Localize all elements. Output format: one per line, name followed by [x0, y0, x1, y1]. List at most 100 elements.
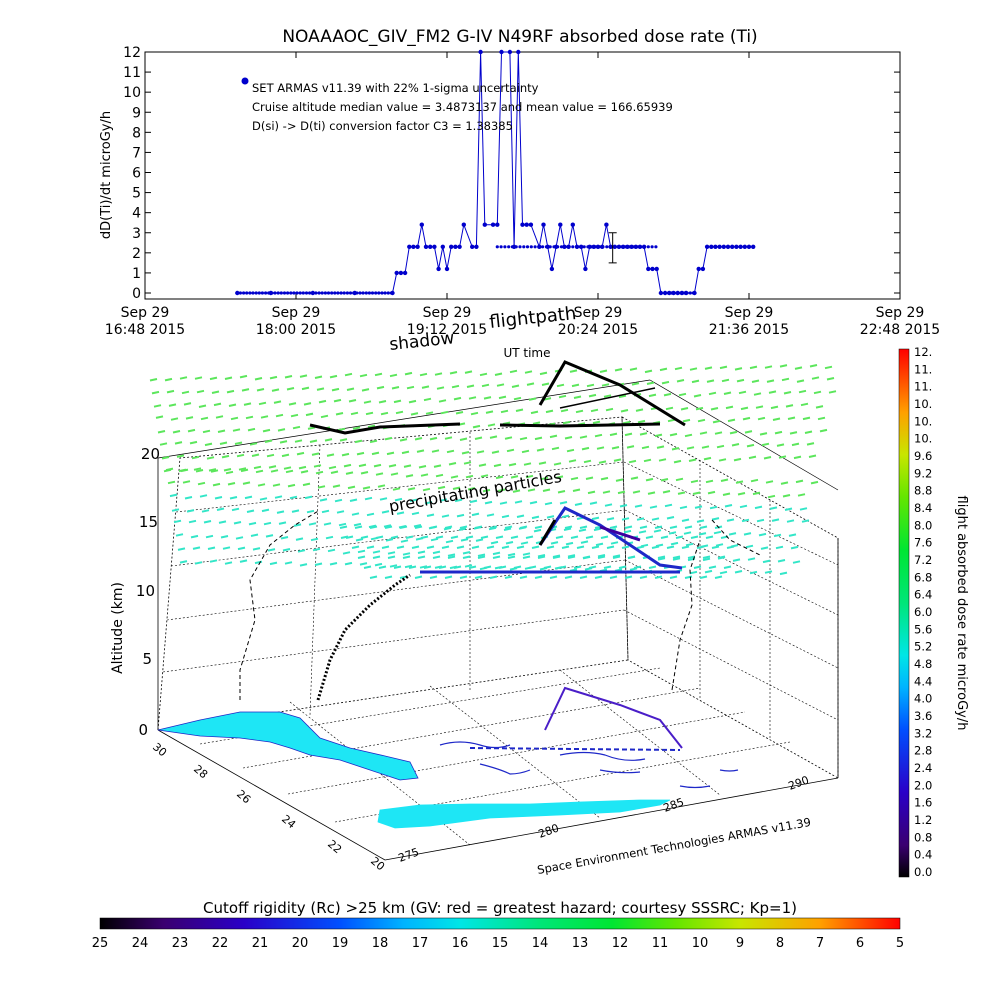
mesh-dash	[582, 555, 591, 559]
mesh-dash	[557, 490, 566, 494]
mesh-dash	[216, 507, 225, 511]
mesh-dash	[606, 517, 615, 521]
mesh-dash	[783, 391, 792, 395]
mesh-dash	[708, 565, 717, 569]
data-point	[738, 244, 743, 249]
data-point	[696, 266, 701, 272]
data-point	[419, 222, 424, 227]
mesh-dash	[260, 415, 269, 419]
mesh-dash	[435, 535, 444, 539]
data-point	[691, 291, 696, 295]
rigidity-colorbar-label: 9	[736, 936, 744, 951]
data-point	[663, 291, 667, 295]
dose-rate-colorbar-label: 0.8	[914, 830, 932, 844]
mesh-dash	[539, 371, 548, 376]
dose-rate-colorbar-label: 2.4	[914, 761, 932, 775]
data-point	[742, 244, 747, 249]
mesh-dash	[772, 417, 781, 421]
mesh-dash	[813, 390, 822, 395]
mesh-dash	[193, 467, 202, 471]
mesh-dash	[253, 465, 262, 470]
data-point	[273, 291, 277, 295]
mesh-dash	[709, 505, 718, 510]
mesh-dash	[340, 535, 349, 539]
mesh-dash	[196, 389, 205, 394]
mesh-dash	[259, 497, 268, 501]
mesh-dash	[759, 432, 768, 436]
mesh-dash	[255, 469, 264, 474]
mesh-dash	[516, 545, 525, 549]
data-point	[544, 245, 549, 249]
mesh-dash	[386, 451, 395, 456]
mesh-dash	[471, 512, 480, 517]
mesh-dash	[292, 425, 301, 430]
mesh-dash	[570, 476, 579, 481]
mesh-dash	[723, 565, 732, 569]
mesh-dash	[645, 535, 654, 539]
mesh-dash	[474, 525, 483, 529]
data-point	[377, 291, 381, 295]
mesh-dash	[451, 384, 460, 389]
longitude-tick-label: 285	[662, 795, 686, 814]
mesh-dash	[788, 533, 797, 537]
dose-rate-colorbar-label: 1.2	[914, 813, 932, 827]
data-point	[323, 291, 327, 295]
mesh-dash	[721, 378, 730, 383]
dose-rate-colorbar-label: 11.	[914, 380, 932, 394]
mesh-dash	[378, 565, 387, 569]
mesh-dash	[817, 416, 826, 421]
latitude-tick-label: 22	[325, 837, 344, 856]
flight-path-upper	[309, 360, 686, 435]
data-point	[582, 245, 586, 249]
data-point	[593, 245, 598, 249]
mesh-dash	[489, 525, 498, 529]
mesh-dash	[429, 525, 438, 529]
plot-legend: SET ARMAS v11.39 with 22% 1-sigma uncert…	[241, 77, 673, 133]
mesh-dash	[765, 480, 774, 484]
mesh-dash	[541, 382, 550, 386]
mesh-dash	[499, 501, 508, 505]
mesh-dash	[396, 511, 405, 515]
mesh-dash	[247, 427, 256, 432]
mesh-dash	[284, 375, 293, 379]
mesh-dash	[376, 385, 385, 390]
mesh-dash	[722, 492, 731, 496]
mesh-dash	[450, 475, 459, 479]
dose-rate-colorbar-label: 5.6	[914, 622, 932, 636]
mesh-dash	[781, 377, 790, 382]
mesh-dash	[724, 504, 733, 508]
mesh-dash	[445, 539, 454, 544]
plot-frame	[144, 51, 901, 300]
altitude-tick-label: 0	[138, 721, 148, 739]
rigidity-colorbar-label: 11	[652, 936, 669, 951]
mesh-dash	[550, 541, 559, 545]
mesh-dash	[348, 399, 357, 403]
mesh-dash	[639, 575, 648, 579]
mesh-dash	[438, 399, 447, 403]
mesh-dash	[654, 575, 663, 579]
mesh-dash	[429, 575, 438, 579]
flight-ascent-track	[316, 573, 411, 701]
mesh-dash	[161, 456, 170, 460]
mesh-dash	[520, 541, 529, 545]
mesh-dash	[426, 545, 435, 549]
mesh-dash	[174, 441, 183, 445]
altitude-tick-label: 20	[141, 445, 160, 463]
mesh-dash	[431, 449, 440, 453]
mesh-dash	[648, 393, 657, 398]
mesh-dash	[353, 522, 362, 527]
mesh-dash	[441, 514, 450, 518]
mesh-dash	[312, 547, 321, 552]
mesh-dash	[727, 418, 736, 423]
mesh-dash	[470, 411, 479, 416]
mesh-dash	[274, 495, 283, 499]
mesh-dash	[239, 374, 248, 379]
mesh-dash	[297, 549, 306, 553]
mesh-dash	[186, 509, 195, 513]
mesh-dash	[668, 531, 677, 535]
mesh-dash	[369, 439, 378, 444]
mesh-dash	[566, 448, 575, 453]
mesh-dash	[440, 410, 449, 415]
mesh-dash	[221, 454, 230, 459]
mesh-dash	[624, 575, 633, 579]
